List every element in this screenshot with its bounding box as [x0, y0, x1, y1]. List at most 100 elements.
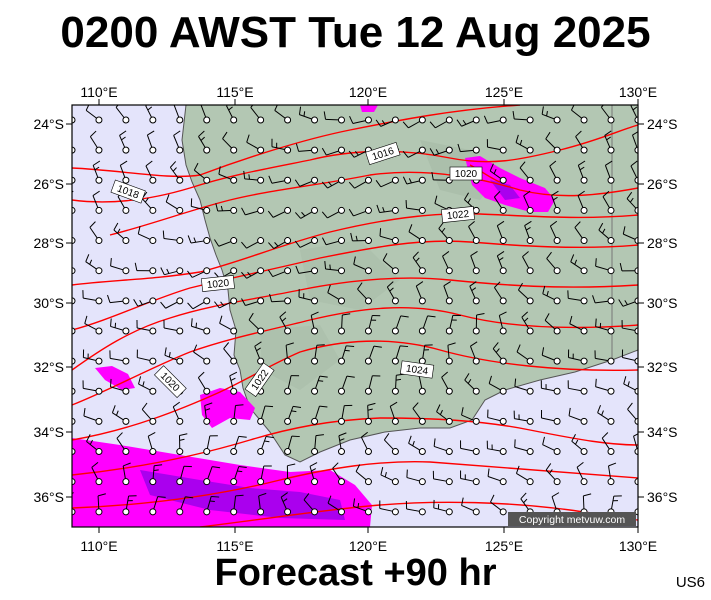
lon-label-bottom: 125°E — [485, 538, 523, 554]
wind-barb-feather — [408, 178, 412, 184]
station-marker — [364, 116, 372, 124]
station-marker — [526, 116, 534, 124]
wind-barb-feather — [551, 492, 560, 498]
wind-barb-feather — [172, 401, 181, 408]
wind-barb-feather — [89, 221, 96, 228]
station-marker — [95, 146, 103, 154]
station-marker — [580, 176, 588, 184]
station-marker — [149, 448, 157, 456]
wind-barb-feather — [497, 220, 505, 227]
wind-barb-feather — [355, 464, 361, 472]
station-marker — [338, 237, 345, 245]
station-marker — [72, 327, 76, 335]
station-marker — [418, 146, 426, 154]
station-marker — [499, 387, 507, 395]
station-marker — [203, 176, 211, 184]
station-marker — [257, 146, 265, 154]
wind-barb-feather — [269, 293, 273, 302]
station-marker — [553, 267, 561, 275]
wind-barb-feather — [179, 433, 188, 437]
wind-barb-feather — [384, 471, 387, 478]
station-marker — [311, 176, 319, 184]
wind-barb-feather — [258, 492, 267, 497]
station-marker — [472, 417, 480, 425]
wind-barb-feather — [91, 462, 99, 468]
station-marker — [526, 327, 534, 335]
wind-barb-feather — [515, 134, 519, 143]
station-marker — [311, 508, 319, 516]
wind-barb-feather — [464, 373, 470, 381]
wind-barb-feather — [328, 181, 333, 187]
station-marker — [526, 387, 534, 395]
wind-barb-feather — [524, 220, 532, 226]
station-marker — [257, 327, 265, 335]
wind-barb-feather — [267, 210, 274, 218]
wind-barb-feather — [179, 438, 185, 441]
lat-label-right: 26°S — [647, 176, 678, 192]
wind-barb-feather — [241, 298, 246, 306]
wind-barb-feather — [441, 371, 449, 378]
wind-barb-feather — [380, 467, 384, 476]
wind-barb-feather — [443, 281, 451, 287]
station-marker — [311, 267, 319, 275]
wind-barb-feather — [160, 301, 167, 309]
wind-barb-feather — [367, 408, 373, 411]
wind-barb-feather — [545, 463, 552, 471]
wind-barb-feather — [212, 466, 221, 469]
wind-barb-feather — [138, 376, 142, 385]
station-marker — [391, 116, 399, 124]
wind-barb-feather — [522, 251, 529, 258]
station-marker — [391, 357, 399, 365]
wind-barb-feather — [145, 160, 153, 167]
wind-barb-feather — [471, 287, 477, 292]
wind-barb-feather — [467, 198, 471, 204]
wind-barb-feather — [412, 402, 419, 409]
station-marker — [72, 417, 76, 425]
station-marker — [364, 417, 372, 425]
wind-barb-feather — [169, 161, 177, 168]
station-marker — [499, 357, 507, 365]
wind-barb-feather — [162, 230, 165, 239]
wind-barb-feather — [238, 466, 247, 468]
wind-barb-feather — [492, 342, 499, 349]
station-marker — [284, 387, 292, 395]
map-title: 0200 AWST Tue 12 Aug 2025 — [60, 8, 651, 57]
station-marker — [149, 417, 157, 425]
station-marker — [176, 357, 184, 365]
station-marker — [580, 206, 588, 214]
wind-barb-feather — [357, 502, 360, 509]
wind-barb-feather — [193, 237, 197, 243]
wind-barb-feather — [626, 191, 633, 199]
region-code: US6 — [675, 574, 705, 591]
wind-barb-feather — [116, 432, 123, 439]
svg-text:1020: 1020 — [455, 169, 478, 180]
station-marker — [338, 357, 345, 365]
station-marker — [176, 478, 184, 486]
wind-barb-feather — [57, 347, 58, 355]
wind-barb-feather — [309, 462, 318, 467]
station-marker — [311, 357, 319, 365]
wind-barb-feather — [348, 181, 355, 189]
station-marker — [418, 176, 426, 184]
station-marker — [445, 417, 453, 425]
wind-barb-feather — [265, 405, 274, 408]
station-marker — [122, 508, 130, 516]
wind-barb-feather — [498, 257, 504, 261]
wind-barb-feather — [316, 344, 325, 346]
wind-barb-feather — [546, 290, 549, 297]
wind-barb-feather — [523, 498, 528, 504]
station-marker — [311, 206, 319, 214]
wind-barb-feather — [597, 405, 601, 413]
station-marker — [284, 297, 292, 305]
station-marker — [72, 146, 76, 154]
wind-barb-feather — [447, 342, 456, 346]
wind-barb-feather — [439, 409, 443, 415]
station-marker — [391, 297, 399, 305]
wind-barb-feather — [84, 315, 88, 324]
wind-barb-feather — [281, 317, 287, 322]
station-marker — [526, 206, 534, 214]
station-marker — [72, 116, 76, 124]
station-marker — [122, 448, 130, 456]
station-marker — [257, 176, 265, 184]
wind-barb-feather — [577, 190, 585, 197]
